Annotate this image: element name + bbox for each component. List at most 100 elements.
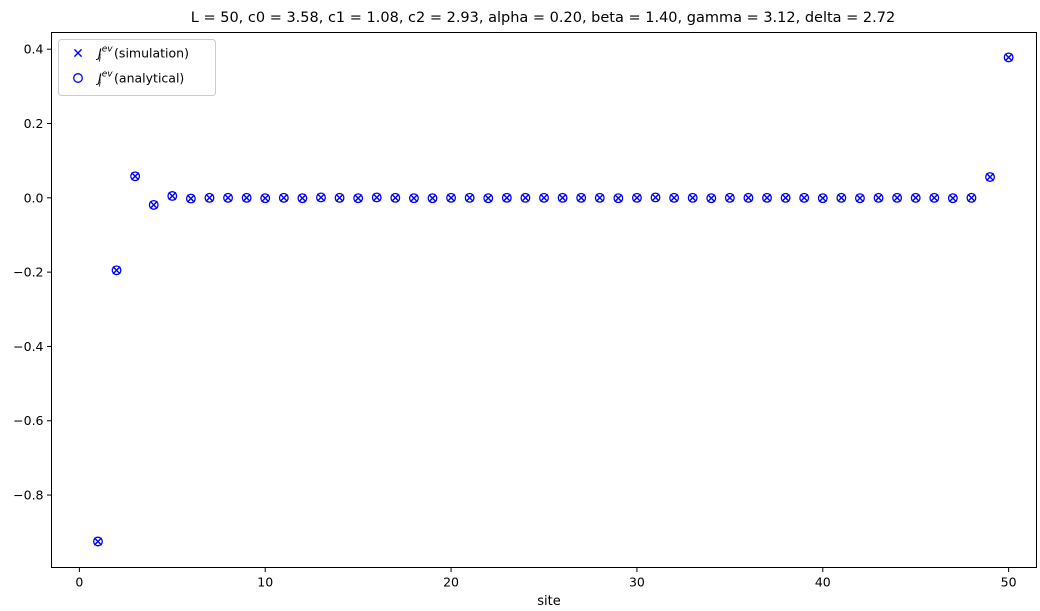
simulation-point [93,537,103,546]
x-tick-label: 20 [443,575,459,590]
simulation-point [502,193,511,202]
analytical-point [706,193,717,204]
x-axis-label: site [537,594,560,609]
plot-frame [51,32,1037,568]
simulation-point [149,200,158,209]
analytical-point [167,191,178,201]
analytical-point [631,192,642,203]
analytical-point [817,193,828,204]
legend-subscript: i [99,55,102,65]
analytical-point [910,192,921,203]
simulation-point [893,193,902,202]
legend-series-name: (analytical) [110,71,184,86]
analytical-point [780,192,791,203]
analytical-point [297,193,308,204]
simulation-point [298,194,307,203]
simulation-point [316,193,326,202]
analytical-point [316,192,326,203]
analytical-point [260,193,271,204]
y-tick-label: −0.2 [13,265,43,280]
analytical-point [576,192,587,203]
x-tick-label: 30 [629,575,645,590]
legend-symbol: J [95,71,102,86]
simulation-point [651,193,660,202]
simulation-point [855,194,865,203]
legend-symbol: J [95,46,102,61]
analytical-point [557,192,568,203]
simulation-point [446,193,456,202]
analytical-point [278,192,289,203]
simulation-point [762,193,772,202]
y-tick-label: 0.2 [24,116,44,131]
legend-subscript: i [99,80,102,90]
y-axis: −0.8 −0.6 −0.4 −0.2 0.0 0.2 0.4 [13,42,52,503]
legend-entry: Jev i (analytical) [73,70,184,90]
simulation-point [186,194,195,203]
analytical-point [408,193,419,204]
y-tick-label: 0.4 [24,42,44,57]
simulation-point [1004,53,1013,62]
analytical-point [464,192,475,203]
simulation-point [223,193,233,202]
simulation-point [391,193,400,202]
data-points [93,52,1014,547]
simulation-point [725,193,734,202]
legend-marker-x [73,48,83,58]
analytical-point [836,192,847,203]
simulation-point [539,193,549,202]
analytical-point [873,192,884,203]
simulation-point [669,193,679,202]
simulation-point [874,193,883,202]
simulation-point [818,194,827,203]
simulation-point [131,172,140,181]
simulation-point [595,193,604,202]
analytical-point [947,193,958,204]
simulation-point [707,194,716,203]
simulation-point [168,191,177,201]
simulation-point [409,194,419,203]
analytical-point [93,536,103,547]
simulation-point [985,172,995,182]
analytical-point [539,192,549,203]
analytical-point [148,199,159,210]
legend-series-name: (simulation) [110,46,189,61]
analytical-point [223,192,234,203]
analytical-point [353,193,364,204]
analytical-point [929,192,940,203]
simulation-point [930,193,939,202]
simulation-point [781,193,790,202]
simulation-point [428,194,437,203]
analytical-point [427,193,438,204]
analytical-point [854,193,865,204]
analytical-point [669,192,680,203]
analytical-point [204,192,215,203]
simulation-point [521,193,530,202]
analytical-point [650,192,661,203]
analytical-point [687,192,698,203]
simulation-point [335,193,344,202]
analytical-point [520,192,531,203]
analytical-point [185,193,196,204]
simulation-point [261,194,270,203]
chart-title: L = 50, c0 = 3.58, c1 = 1.08, c2 = 2.93,… [191,10,895,26]
analytical-point [594,192,605,203]
simulation-point [837,193,846,202]
x-axis: 0 10 20 30 40 50 [75,567,1017,590]
simulation-point [967,193,976,202]
simulation-point [632,193,642,202]
analytical-point [390,192,401,203]
simulation-point [279,193,288,202]
analytical-point [241,192,252,203]
simulation-point [744,193,753,202]
analytical-point [483,193,494,204]
simulation-point [911,193,920,202]
simulation-point [948,194,957,203]
x-tick-label: 0 [75,575,83,590]
y-tick-label: 0.0 [24,190,44,205]
analytical-point [111,265,122,276]
simulation-point [614,194,623,203]
analytical-point [743,192,754,203]
simulation-point [688,193,697,202]
legend-marker-o [73,73,83,83]
legend-superscript: ev [102,45,114,55]
